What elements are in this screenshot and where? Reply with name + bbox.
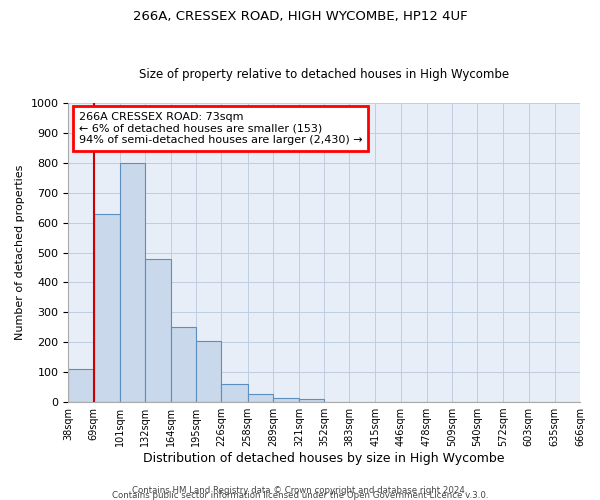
- Bar: [94, 214, 119, 402]
- Y-axis label: Number of detached properties: Number of detached properties: [15, 165, 25, 340]
- Bar: [248, 394, 273, 402]
- Bar: [221, 384, 248, 402]
- Text: 266A CRESSEX ROAD: 73sqm
← 6% of detached houses are smaller (153)
94% of semi-d: 266A CRESSEX ROAD: 73sqm ← 6% of detache…: [79, 112, 362, 145]
- Bar: [171, 328, 196, 402]
- Bar: [273, 398, 299, 402]
- Text: Contains HM Land Registry data © Crown copyright and database right 2024.: Contains HM Land Registry data © Crown c…: [132, 486, 468, 495]
- Text: Contains public sector information licensed under the Open Government Licence v.: Contains public sector information licen…: [112, 491, 488, 500]
- Bar: [68, 369, 94, 402]
- Bar: [299, 399, 324, 402]
- Bar: [145, 258, 171, 402]
- Bar: [196, 341, 221, 402]
- Text: 266A, CRESSEX ROAD, HIGH WYCOMBE, HP12 4UF: 266A, CRESSEX ROAD, HIGH WYCOMBE, HP12 4…: [133, 10, 467, 23]
- Title: Size of property relative to detached houses in High Wycombe: Size of property relative to detached ho…: [139, 68, 509, 81]
- X-axis label: Distribution of detached houses by size in High Wycombe: Distribution of detached houses by size …: [143, 452, 505, 465]
- Bar: [119, 163, 145, 402]
